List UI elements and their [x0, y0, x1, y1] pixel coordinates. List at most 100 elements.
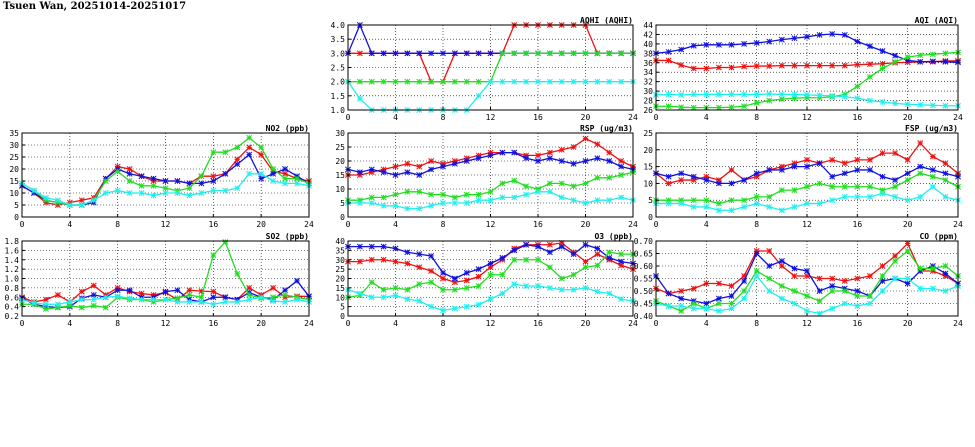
- data-point-fsp-blue: [678, 170, 685, 177]
- data-point-co-red: [690, 285, 697, 292]
- data-point-fsp-green: [715, 200, 722, 207]
- data-point-fsp-cyan: [929, 183, 936, 190]
- data-point-no2-green: [150, 182, 157, 189]
- data-point-no2-cyan: [174, 190, 181, 196]
- data-point-rsp-cyan: [416, 205, 423, 212]
- x-tick-label-so2: 0: [20, 319, 25, 328]
- x-tick-label-rsp: 12: [486, 220, 496, 229]
- data-point-aqhi-blue: [428, 50, 435, 57]
- y-tick-label-aqhi: 3.5: [331, 35, 346, 44]
- data-point-aqi-cyan: [753, 91, 760, 98]
- x-tick-label-fsp: 24: [953, 220, 963, 229]
- data-point-rsp-blue: [546, 155, 553, 162]
- data-point-no2-blue: [282, 166, 289, 172]
- data-point-aqhi-cyan: [535, 78, 541, 85]
- data-point-rsp-blue: [523, 155, 530, 162]
- y-tick-label-aqi: 36: [643, 59, 653, 68]
- data-point-so2-cyan: [138, 296, 145, 303]
- data-point-rsp-blue: [618, 163, 625, 170]
- y-tick-label-no2: 5: [14, 201, 19, 210]
- data-point-o3-cyan: [582, 284, 589, 291]
- data-point-no2-red: [282, 170, 289, 177]
- data-point-aqhi-green: [392, 78, 399, 85]
- data-point-co-cyan: [728, 305, 735, 312]
- y-tick-label-aqhi: 3.0: [331, 49, 346, 58]
- y-tick-label-rsp: 5: [340, 199, 345, 208]
- data-point-aqhi-green: [368, 78, 375, 85]
- data-point-fsp-cyan: [778, 207, 785, 214]
- data-point-o3-green: [499, 271, 506, 278]
- data-point-aqhi-cyan: [475, 92, 482, 99]
- x-tick-label-o3: 4: [393, 319, 398, 328]
- data-point-rsp-red: [618, 158, 625, 164]
- data-point-o3-blue: [535, 243, 541, 250]
- data-point-aqi-red: [703, 65, 710, 72]
- data-point-aqi-red: [753, 63, 760, 70]
- data-point-rsp-blue: [582, 158, 589, 164]
- data-point-aqi-blue: [841, 31, 848, 38]
- data-point-fsp-blue: [791, 163, 798, 170]
- data-point-aqi-blue: [728, 41, 735, 48]
- series-aqi-cyan: [653, 90, 961, 109]
- y-tick-label-co: 0.50: [634, 287, 653, 296]
- data-point-o3-green: [475, 283, 482, 289]
- data-point-o3-blue: [570, 251, 577, 258]
- data-point-fsp-blue: [766, 167, 773, 173]
- data-point-rsp-blue: [535, 158, 541, 164]
- data-point-no2-green: [270, 166, 277, 172]
- data-point-rsp-green: [440, 191, 446, 198]
- x-tick-label-co: 0: [654, 319, 659, 328]
- data-point-aqi-blue: [665, 48, 672, 55]
- data-point-so2-cyan: [198, 298, 205, 305]
- data-point-so2-green: [198, 294, 205, 301]
- y-tick-label-aqi: 40: [643, 40, 653, 49]
- data-point-o3-blue: [523, 241, 530, 248]
- data-point-o3-red: [546, 241, 553, 248]
- data-point-so2-green: [78, 304, 85, 311]
- data-point-no2-green: [222, 149, 229, 156]
- page-title: Tsuen Wan, 20251014-20251017: [3, 1, 187, 12]
- data-point-so2-red: [246, 284, 253, 291]
- data-point-fsp-blue: [892, 177, 899, 183]
- data-point-no2-cyan: [258, 170, 265, 177]
- x-tick-label-rsp: 8: [441, 220, 446, 229]
- data-point-o3-red: [404, 260, 411, 267]
- y-tick-label-so2: 1.0: [5, 275, 20, 284]
- data-point-o3-blue: [606, 254, 613, 261]
- data-point-fsp-cyan: [728, 207, 735, 214]
- data-point-o3-blue: [511, 247, 518, 254]
- data-point-so2-green: [234, 270, 241, 277]
- data-point-rsp-green: [368, 194, 375, 201]
- data-point-fsp-red: [829, 156, 836, 163]
- data-point-so2-red: [78, 288, 85, 295]
- data-point-aqhi-green: [416, 78, 423, 85]
- x-tick-label-aqi: 20: [903, 113, 913, 122]
- x-tick-label-no2: 12: [161, 220, 171, 229]
- data-point-so2-red: [42, 296, 49, 303]
- data-point-o3-green: [582, 264, 589, 271]
- x-tick-label-so2: 20: [256, 319, 266, 328]
- data-point-o3-blue: [404, 249, 411, 256]
- y-tick-label-o3: 0: [340, 312, 345, 321]
- data-point-fsp-red: [678, 177, 685, 183]
- data-point-aqi-green: [741, 103, 748, 110]
- x-tick-label-o3: 20: [581, 319, 591, 328]
- data-point-so2-cyan: [162, 296, 169, 303]
- x-tick-label-fsp: 8: [754, 220, 759, 229]
- data-point-fsp-blue: [715, 180, 722, 187]
- data-point-aqi-red: [841, 62, 848, 69]
- data-point-co-green: [816, 298, 823, 304]
- data-point-aqi-blue: [942, 58, 949, 65]
- data-point-rsp-blue: [594, 155, 601, 162]
- data-point-no2-blue: [186, 180, 193, 187]
- data-point-aqhi-green: [618, 50, 625, 57]
- data-point-fsp-green: [829, 183, 836, 190]
- x-tick-label-aqhi: 0: [346, 113, 351, 122]
- data-point-rsp-red: [606, 149, 613, 156]
- data-point-co-cyan: [665, 303, 672, 309]
- x-tick-label-fsp: 20: [903, 220, 913, 229]
- y-tick-label-aqi: 32: [643, 78, 653, 87]
- data-point-fsp-red: [841, 160, 848, 167]
- data-point-aqi-blue: [690, 42, 697, 49]
- data-point-aqi-blue: [778, 36, 785, 43]
